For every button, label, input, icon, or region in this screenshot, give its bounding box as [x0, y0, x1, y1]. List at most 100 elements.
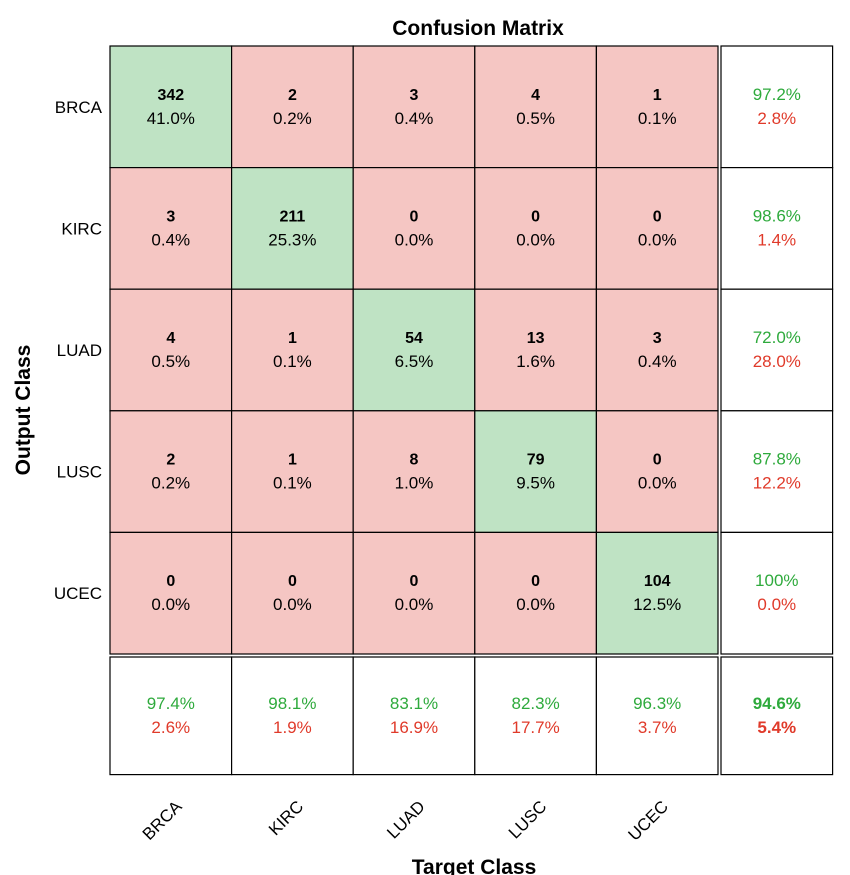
off-diagonal-cell-bg [109, 288, 233, 412]
diagonal-cell-bg [231, 167, 354, 290]
y-tick-label: KIRC [61, 219, 102, 238]
row-summary-cell: 100% 0.0% [720, 531, 834, 655]
cell-count: 4 [531, 87, 540, 104]
row-correct-rate: 72.0% [753, 328, 801, 347]
col-correct-rate: 82.3% [511, 694, 559, 713]
matrix-cell: 0 0.0% [474, 167, 597, 290]
cell-percent: 6.5% [395, 352, 434, 371]
col-summary-bg [595, 656, 719, 776]
row-summary-bg [720, 531, 834, 655]
matrix-cell: 1 0.1% [231, 410, 354, 533]
matrix-cell: 79 9.5% [474, 410, 597, 533]
matrix-cell: 104 12.5% [595, 531, 719, 655]
cell-percent: 25.3% [268, 230, 316, 249]
matrix-cell: 0 0.0% [109, 531, 233, 655]
off-diagonal-cell-bg [231, 45, 354, 169]
col-summary-cell: 82.3% 17.7% [474, 656, 597, 776]
matrix-cell: 211 25.3% [231, 167, 354, 290]
row-correct-rate: 87.8% [753, 450, 801, 469]
row-summary-bg [720, 410, 834, 533]
cell-count: 0 [653, 452, 662, 469]
off-diagonal-cell-bg [474, 288, 597, 412]
cell-count: 0 [410, 208, 419, 225]
col-error-rate: 16.9% [390, 718, 438, 737]
off-diagonal-cell-bg [352, 167, 476, 290]
row-error-rate: 12.2% [753, 474, 801, 493]
matrix-cell: 8 1.0% [352, 410, 476, 533]
off-diagonal-cell-bg [595, 410, 719, 533]
cell-count: 0 [288, 573, 297, 590]
cell-count: 0 [531, 208, 540, 225]
matrix-cell: 3 0.4% [352, 45, 476, 169]
cell-count: 79 [527, 452, 545, 469]
cell-percent: 0.0% [273, 595, 312, 614]
cell-percent: 0.1% [273, 352, 312, 371]
x-tick-label: UCEC [625, 797, 672, 844]
cell-percent: 41.0% [147, 109, 195, 128]
cell-count: 1 [288, 330, 297, 347]
cell-percent: 0.2% [273, 109, 312, 128]
off-diagonal-cell-bg [352, 410, 476, 533]
cell-percent: 0.0% [516, 595, 555, 614]
matrix-cell: 13 1.6% [474, 288, 597, 412]
matrix-cell: 1 0.1% [231, 288, 354, 412]
matrix-cell: 1 0.1% [595, 45, 719, 169]
cell-percent: 0.0% [395, 230, 434, 249]
matrix-cell: 0 0.0% [595, 410, 719, 533]
row-summary-cell: 87.8% 12.2% [720, 410, 834, 533]
y-tick-label: BRCA [55, 98, 103, 117]
off-diagonal-cell-bg [352, 531, 476, 655]
off-diagonal-cell-bg [352, 45, 476, 169]
cell-count: 0 [166, 573, 175, 590]
col-correct-rate: 97.4% [147, 694, 195, 713]
matrix-cells: 34241.0%20.2%30.4%40.5%10.1%30.4%21125.3… [109, 45, 834, 776]
matrix-cell: 2 0.2% [109, 410, 233, 533]
x-tick-label: LUSC [505, 797, 551, 843]
col-summary-bg [352, 656, 476, 776]
col-summary-bg [231, 656, 354, 776]
cell-percent: 0.0% [395, 595, 434, 614]
matrix-cell: 3 0.4% [109, 167, 233, 290]
matrix-cell: 0 0.0% [595, 167, 719, 290]
cell-count: 0 [653, 208, 662, 225]
row-summary-cell: 72.0% 28.0% [720, 288, 834, 412]
overall-correct-rate: 94.6% [753, 694, 801, 713]
overall-error-rate: 5.4% [757, 718, 796, 737]
row-summary-bg [720, 45, 834, 169]
row-error-rate: 0.0% [757, 595, 796, 614]
col-correct-rate: 83.1% [390, 694, 438, 713]
y-axis-label: Output Class [12, 345, 35, 476]
cell-percent: 0.0% [516, 230, 555, 249]
cell-percent: 12.5% [633, 595, 681, 614]
cell-count: 8 [410, 452, 419, 469]
cell-count: 4 [166, 330, 175, 347]
off-diagonal-cell-bg [474, 167, 597, 290]
cell-count: 2 [166, 452, 175, 469]
diagonal-cell-bg [109, 45, 233, 169]
row-correct-rate: 98.6% [753, 206, 801, 225]
matrix-cell: 3 0.4% [595, 288, 719, 412]
col-summary-bg [474, 656, 597, 776]
cell-count: 1 [288, 452, 297, 469]
matrix-cell: 54 6.5% [352, 288, 476, 412]
off-diagonal-cell-bg [109, 531, 233, 655]
off-diagonal-cell-bg [595, 167, 719, 290]
cell-count: 0 [531, 573, 540, 590]
cell-percent: 0.1% [273, 474, 312, 493]
cell-count: 3 [410, 87, 419, 104]
col-error-rate: 1.9% [273, 718, 312, 737]
matrix-cell: 4 0.5% [474, 45, 597, 169]
overall-cell-bg [720, 656, 834, 776]
row-error-rate: 28.0% [753, 352, 801, 371]
diagonal-cell-bg [352, 288, 476, 412]
cell-percent: 0.4% [151, 230, 190, 249]
x-tick-label: BRCA [139, 797, 186, 844]
cell-percent: 9.5% [516, 474, 555, 493]
col-summary-cell: 97.4% 2.6% [109, 656, 233, 776]
matrix-cell: 0 0.0% [474, 531, 597, 655]
col-error-rate: 17.7% [511, 718, 559, 737]
x-tick-label: KIRC [265, 797, 307, 839]
cell-count: 1 [653, 87, 662, 104]
off-diagonal-cell-bg [109, 410, 233, 533]
